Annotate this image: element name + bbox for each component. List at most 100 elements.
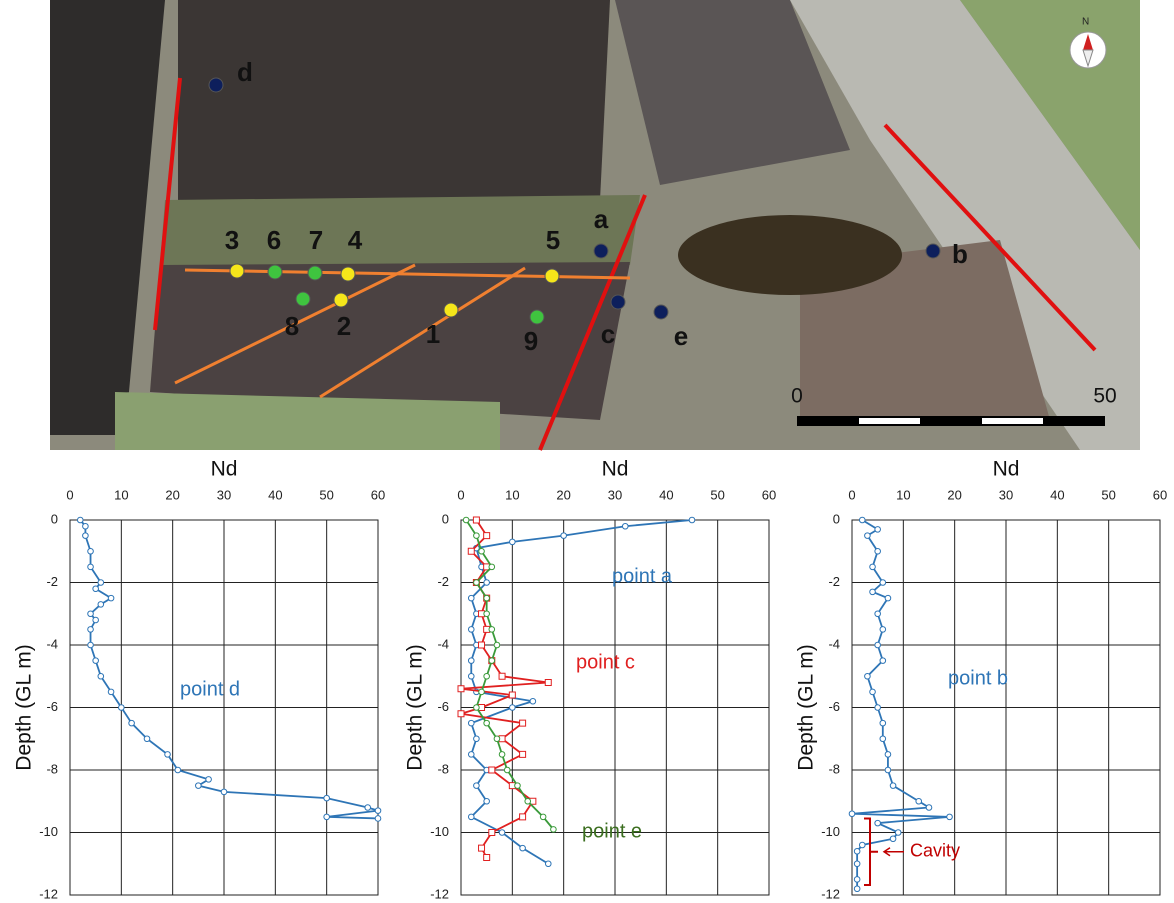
data-marker <box>77 517 83 523</box>
map-point <box>594 244 608 258</box>
arrow <box>884 848 904 856</box>
data-marker <box>479 548 485 554</box>
data-marker <box>468 595 474 601</box>
scale-label: 0 <box>791 385 803 408</box>
y-tick-label: -10 <box>39 824 58 839</box>
compass-label: N <box>1082 17 1089 28</box>
x-axis-label: Nd <box>211 458 238 481</box>
x-tick-label: 50 <box>319 487 333 502</box>
y-tick-label: -10 <box>430 824 449 839</box>
data-marker <box>88 564 94 570</box>
data-marker <box>854 877 860 883</box>
y-tick-label: -2 <box>437 574 449 589</box>
x-tick-label: 60 <box>762 487 776 502</box>
series-label: point b <box>948 667 1008 689</box>
data-marker <box>540 814 546 820</box>
x-tick-label: 30 <box>999 487 1013 502</box>
data-marker <box>499 752 505 758</box>
data-marker <box>474 580 480 586</box>
annotation: Cavity <box>910 841 960 861</box>
data-marker <box>880 736 886 742</box>
map-label: 4 <box>348 225 363 255</box>
map-point <box>654 305 668 319</box>
series-label: point c <box>576 651 635 673</box>
data-marker <box>854 886 860 892</box>
y-tick-label: -8 <box>828 761 840 776</box>
map-label: 9 <box>524 326 538 356</box>
data-marker <box>83 523 89 529</box>
data-marker <box>854 848 860 854</box>
data-marker <box>98 673 104 679</box>
map-point <box>334 293 348 307</box>
data-marker <box>885 767 891 773</box>
data-marker <box>93 586 99 592</box>
map-label: e <box>674 321 688 351</box>
map-label: 1 <box>426 319 440 349</box>
scale-bar <box>982 418 1043 424</box>
data-marker <box>196 783 202 789</box>
data-marker <box>88 611 94 617</box>
data-marker <box>484 533 490 539</box>
map-label: 8 <box>285 311 299 341</box>
y-tick-label: -6 <box>437 699 449 714</box>
x-tick-label: 0 <box>457 487 464 502</box>
series-label: point a <box>612 565 673 587</box>
data-marker <box>494 736 500 742</box>
series-line <box>461 520 548 858</box>
data-marker <box>88 642 94 648</box>
data-marker <box>545 680 551 686</box>
data-marker <box>479 642 485 648</box>
x-tick-label: 20 <box>165 487 179 502</box>
data-marker <box>880 627 886 633</box>
x-tick-label: 20 <box>947 487 961 502</box>
data-marker <box>870 589 876 595</box>
data-marker <box>468 814 474 820</box>
map-label: c <box>601 319 615 349</box>
data-marker <box>468 658 474 664</box>
map-point <box>341 267 355 281</box>
data-marker <box>93 658 99 664</box>
data-marker <box>489 830 495 836</box>
data-marker <box>489 627 495 633</box>
scale-bar <box>859 418 920 424</box>
data-marker <box>484 595 490 601</box>
data-marker <box>885 752 891 758</box>
data-marker <box>479 689 485 695</box>
data-marker <box>458 711 464 717</box>
data-marker <box>551 827 557 833</box>
x-tick-label: 30 <box>217 487 231 502</box>
map-point <box>545 269 559 283</box>
data-marker <box>875 548 881 554</box>
x-tick-label: 0 <box>848 487 855 502</box>
data-marker <box>484 673 490 679</box>
data-marker <box>499 673 505 679</box>
data-marker <box>468 752 474 758</box>
data-marker <box>520 814 526 820</box>
data-marker <box>875 527 881 533</box>
data-marker <box>375 816 381 822</box>
figure: d a b c e 3 6 7 4 5 8 2 1 9 N 0 50 01020… <box>0 0 1174 903</box>
x-tick-label: 10 <box>505 487 519 502</box>
data-marker <box>859 842 865 848</box>
data-marker <box>474 533 480 539</box>
data-marker <box>129 720 135 726</box>
data-marker <box>324 814 330 820</box>
data-marker <box>859 517 865 523</box>
data-marker <box>98 580 104 586</box>
map-label: a <box>594 204 609 234</box>
data-marker <box>221 789 227 795</box>
data-marker <box>468 673 474 679</box>
series-line <box>80 520 378 818</box>
x-tick-label: 40 <box>268 487 282 502</box>
x-axis-label: Nd <box>993 458 1020 481</box>
sinkhole <box>678 215 902 295</box>
map-label: 3 <box>225 225 239 255</box>
data-marker <box>468 720 474 726</box>
map-point <box>268 265 282 279</box>
aerial-map: d a b c e 3 6 7 4 5 8 2 1 9 N 0 50 <box>50 0 1140 450</box>
map-point <box>296 292 310 306</box>
x-axis-label: Nd <box>602 458 629 481</box>
series-label: point d <box>180 678 240 700</box>
y-tick-label: -12 <box>821 886 840 901</box>
y-tick-label: 0 <box>442 511 449 526</box>
